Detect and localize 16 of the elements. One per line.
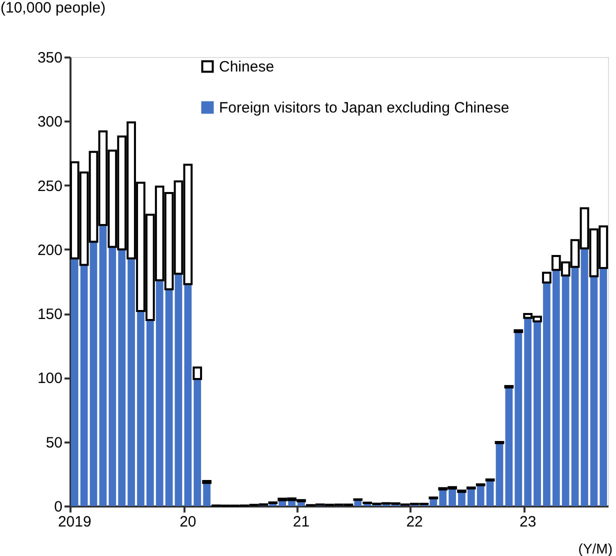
x-tick-label: 23 <box>519 514 536 530</box>
y-tick-label: 350 <box>37 50 62 66</box>
y-tick-label: 0 <box>54 498 62 516</box>
x-tick-label: 20 <box>180 514 196 530</box>
y-tick-label: 200 <box>37 242 62 259</box>
x-tick-label: 22 <box>406 514 423 530</box>
legend-label: Chinese <box>219 58 274 76</box>
y-tick-label: 50 <box>46 434 62 452</box>
y-tick-label: 150 <box>37 306 62 324</box>
x-tick-label: 21 <box>292 514 310 530</box>
x-tick-label: 2019 <box>58 514 92 530</box>
y-tick-label: 250 <box>37 178 62 195</box>
legend-label: Foreign visitors to Japan excluding Chinese <box>219 100 510 116</box>
y-tick-label: 300 <box>37 114 62 131</box>
y-axis-title: (10,000 people) <box>0 0 106 16</box>
y-tick-label: 100 <box>37 370 62 388</box>
